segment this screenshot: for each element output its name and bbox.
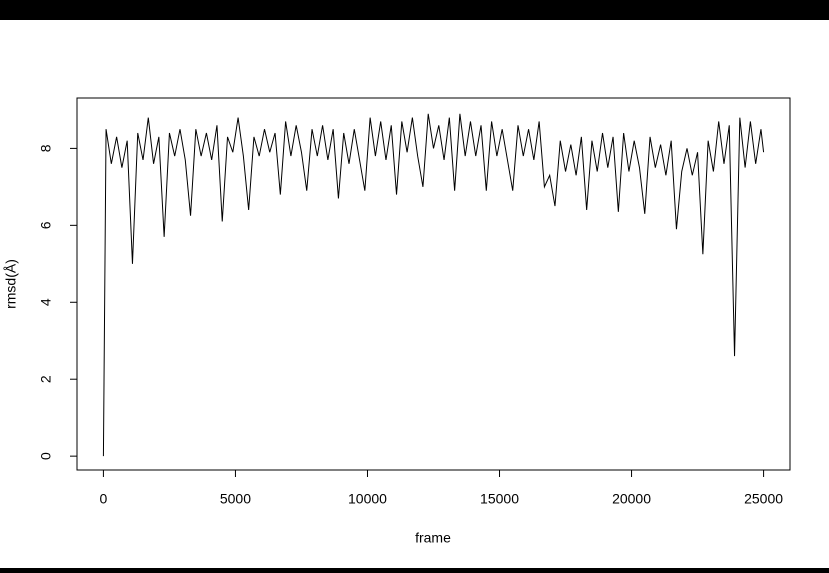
y-axis-label: rmsd(Å) <box>3 259 19 309</box>
x-axis-label: frame <box>415 530 451 546</box>
x-tick-label: 15000 <box>480 491 519 507</box>
y-tick-label: 2 <box>38 375 54 383</box>
y-tick-label: 4 <box>38 298 54 306</box>
x-tick-label: 0 <box>100 491 108 507</box>
y-tick-label: 0 <box>38 452 54 460</box>
y-tick-label: 6 <box>38 221 54 229</box>
y-tick-label: 8 <box>38 144 54 152</box>
data-line <box>102 113 765 457</box>
top-bar <box>0 0 829 20</box>
x-tick-label: 5000 <box>220 491 251 507</box>
x-tick-label: 20000 <box>612 491 651 507</box>
x-tick-label: 10000 <box>348 491 387 507</box>
bottom-bar <box>0 568 829 573</box>
x-tick-label: 25000 <box>744 491 783 507</box>
